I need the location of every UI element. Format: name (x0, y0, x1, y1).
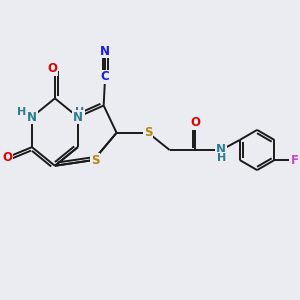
Text: N: N (27, 110, 37, 124)
Text: F: F (291, 154, 298, 166)
Text: N: N (100, 45, 110, 58)
Text: N: N (73, 110, 83, 124)
Text: S: S (144, 126, 152, 139)
Text: O: O (190, 116, 200, 129)
Text: H: H (75, 107, 84, 117)
Text: H: H (217, 153, 226, 163)
Text: S: S (91, 154, 99, 166)
Text: N: N (216, 143, 226, 157)
Text: O: O (3, 151, 13, 164)
Text: O: O (48, 62, 58, 75)
Text: H: H (17, 107, 27, 117)
Text: C: C (101, 70, 110, 83)
